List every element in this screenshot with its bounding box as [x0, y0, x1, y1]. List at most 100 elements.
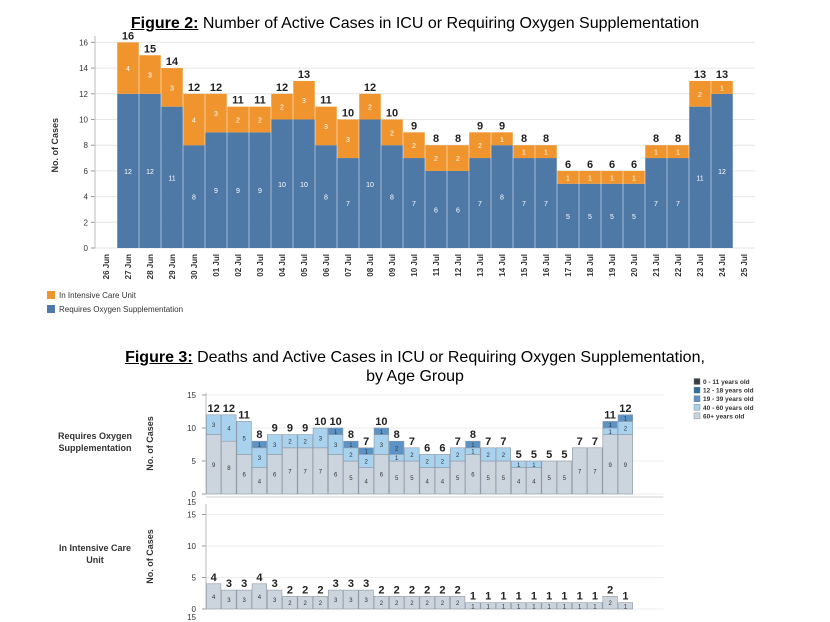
fig3-bar-segment	[282, 447, 298, 495]
fig2-oxygen-value-label: 8	[500, 195, 504, 202]
fig3-bar-segment	[587, 602, 603, 610]
fig3-segment-value-label: 4	[532, 479, 536, 485]
figure-2-title: Figure 2: Number of Active Cases in ICU …	[0, 14, 830, 33]
fig2-x-tick-label: 30 Jun	[190, 254, 199, 279]
fig3-bar-segment	[511, 467, 527, 495]
fig2-bar-icu	[315, 106, 337, 146]
fig2-x-tick-label: 23 Jul	[696, 254, 705, 277]
fig3-y-axis-label: No. of Cases	[145, 416, 155, 471]
fig2-oxygen-value-label: 12	[718, 169, 726, 176]
fig2-total-label: 9	[411, 120, 417, 132]
fig3-total-label: 1	[561, 591, 567, 603]
fig3-segment-value-label: 5	[349, 476, 353, 482]
fig3-segment-value-label: 2	[456, 601, 460, 607]
fig3-legend-swatch	[693, 404, 701, 411]
fig3-total-label: 3	[272, 578, 278, 590]
fig3-total-label: 1	[531, 591, 537, 603]
fig3-total-label: 12	[223, 403, 235, 415]
fig2-total-label: 12	[276, 82, 288, 94]
fig3-y-tick-label: 10	[187, 542, 196, 551]
fig3-bar-segment	[312, 427, 328, 449]
fig2-x-tick-label: 14 Jul	[498, 254, 507, 277]
fig2-oxygen-value-label: 9	[258, 188, 262, 195]
fig2-legend-label-oxygen: Requires Oxygen Supplementation	[59, 305, 183, 314]
fig3-bar-segment	[206, 583, 222, 610]
fig3-total-label: 7	[485, 436, 491, 448]
fig2-oxygen-value-label: 7	[412, 201, 416, 208]
fig2-total-label: 11	[232, 95, 244, 107]
fig3-segment-value-label: 5	[456, 476, 460, 482]
fig2-bar-icu	[227, 106, 249, 133]
fig2-total-label: 6	[631, 159, 637, 171]
fig3-bar-segment	[434, 467, 450, 495]
fig3-segment-value-label: 2	[410, 453, 414, 459]
fig2-bar-oxygen	[447, 170, 469, 248]
fig3-segment-value-label: 1	[471, 604, 475, 610]
fig3-bar-segment	[251, 583, 267, 610]
fig3-bar-segment	[602, 596, 618, 610]
fig2-bar-oxygen	[293, 119, 315, 248]
fig2-total-label: 11	[254, 95, 266, 107]
fig3-total-label: 9	[287, 423, 293, 435]
fig3-segment-value-label: 2	[395, 601, 399, 607]
fig2-x-tick-label: 20 Jul	[630, 254, 639, 277]
fig2-oxygen-value-label: 10	[278, 182, 286, 189]
fig2-bar-icu	[381, 119, 403, 146]
fig2-x-tick-label: 15 Jul	[520, 254, 529, 277]
figure-2-title-lead: Figure 2:	[130, 15, 199, 32]
fig3-segment-value-label: 6	[380, 473, 384, 479]
fig3-total-label: 3	[333, 578, 339, 590]
fig2-bar-icu	[271, 93, 293, 120]
fig2-x-tick-label: 28 Jun	[146, 254, 155, 279]
fig3-total-label: 2	[302, 584, 308, 596]
fig3-segment-value-label: 8	[227, 466, 231, 472]
fig3-segment-value-label: 3	[364, 598, 368, 604]
fig2-bar-oxygen	[689, 106, 711, 249]
fig2-bar-oxygen	[623, 183, 645, 248]
fig2-icu-value-label: 4	[192, 118, 196, 125]
fig3-bar-segment	[343, 447, 359, 462]
fig3-bar-segment	[495, 602, 511, 610]
fig3-segment-value-label: 3	[258, 456, 262, 462]
fig3-segment-value-label: 1	[578, 604, 582, 610]
fig2-bar-icu	[535, 145, 557, 159]
fig3-total-label: 1	[500, 591, 506, 603]
fig3-segment-value-label: 2	[441, 601, 445, 607]
fig3-segment-value-label: 3	[212, 423, 216, 429]
fig3-segment-value-label: 9	[608, 463, 612, 469]
fig3-bar-segment	[465, 447, 481, 455]
fig2-bar-oxygen	[161, 106, 183, 249]
fig3-segment-value-label: 3	[273, 598, 277, 604]
fig3-bar-segment	[297, 596, 313, 610]
fig3-y-tick-label: 15	[187, 498, 196, 507]
fig3-bar-segment	[617, 421, 633, 435]
fig3-bar-segment	[556, 460, 572, 495]
fig3-segment-value-label: 4	[441, 479, 445, 485]
fig2-bar-icu	[557, 170, 579, 184]
fig3-bar-segment	[511, 602, 527, 610]
fig3-bar-segment	[221, 414, 237, 442]
fig3-segment-value-label: 1	[563, 604, 567, 610]
fig2-total-label: 10	[386, 108, 398, 120]
fig3-legend-label: 60+ years old	[703, 413, 744, 420]
fig3-segment-value-label: 1	[334, 430, 338, 436]
fig2-x-tick-label: 07 Jul	[344, 254, 353, 277]
fig3-bar-segment	[434, 596, 450, 610]
fig2-oxygen-value-label: 8	[192, 195, 196, 202]
fig2-icu-value-label: 2	[368, 105, 372, 112]
fig3-bar-segment	[465, 440, 481, 449]
fig3-bar-segment	[328, 589, 344, 610]
fig3-segment-value-label: 2	[486, 453, 490, 459]
fig3-bar-segment	[221, 589, 237, 610]
fig3-total-label: 10	[375, 416, 387, 428]
fig3-bar-segment	[389, 454, 405, 462]
fig2-oxygen-value-label: 5	[610, 214, 614, 221]
fig3-bar-segment	[206, 434, 222, 495]
fig2-y-tick-label: 10	[79, 116, 88, 125]
fig2-bar-oxygen	[469, 158, 491, 248]
fig3-segment-value-label: 4	[517, 479, 521, 485]
fig3-row-label: In Intensive Care	[59, 543, 131, 553]
fig2-oxygen-value-label: 5	[632, 214, 636, 221]
fig2-y-tick-label: 6	[84, 167, 89, 176]
fig3-row-label: Unit	[86, 555, 104, 565]
